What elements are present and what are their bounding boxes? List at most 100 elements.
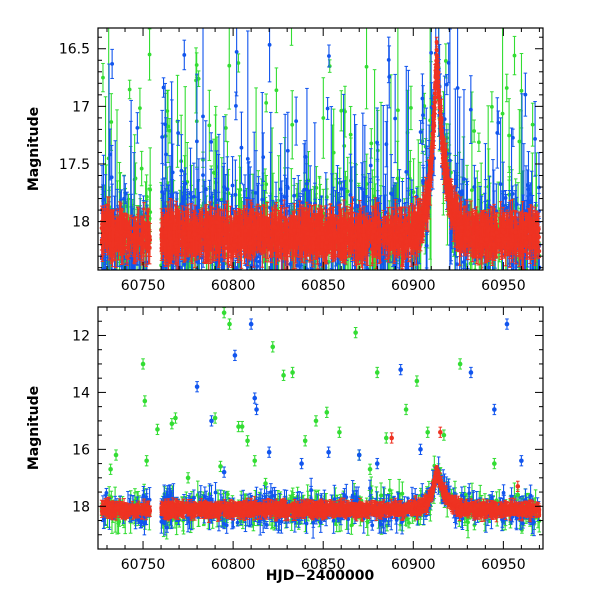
green-data-point — [512, 35, 517, 76]
green-outlier-data-point — [227, 318, 232, 330]
green-data-point — [517, 109, 522, 174]
green-data-point — [443, 43, 448, 79]
blue-data-point — [234, 28, 239, 97]
x-tick-label: 60950 — [481, 278, 526, 294]
green-outlier-data-point — [239, 420, 245, 433]
green-data-point — [127, 79, 132, 100]
blue-outlier-data-point — [326, 446, 331, 458]
blue-data-point — [393, 73, 398, 164]
green-outlier-data-point — [457, 358, 463, 370]
green-data-point — [472, 119, 477, 143]
green-outlier-data-point — [185, 472, 191, 484]
blue-data-point — [225, 262, 230, 270]
x-tick-label: 60800 — [211, 278, 256, 294]
blue-outlier-data-point — [356, 449, 362, 461]
blue-outlier-data-point — [299, 457, 304, 470]
green-outlier-data-point — [403, 403, 409, 416]
blue-data-point — [182, 39, 187, 71]
blue-outlier-data-point — [418, 443, 423, 455]
green-data-point — [364, 28, 369, 110]
blue-data-point — [375, 107, 380, 178]
blue-outlier-data-point — [221, 466, 227, 478]
blue-outlier-data-point — [252, 392, 258, 404]
blue-data-point — [325, 97, 330, 120]
green-data-point — [489, 91, 494, 123]
green-outlier-data-point — [302, 435, 308, 447]
green-outlier-data-point — [142, 395, 148, 407]
green-outlier-data-point — [169, 418, 175, 430]
green-data-point — [165, 271, 169, 319]
green-outlier-data-point — [324, 406, 330, 418]
green-data-point — [175, 74, 180, 168]
green-data-point — [194, 52, 199, 78]
green-data-point — [236, 53, 241, 73]
green-outlier-data-point — [425, 426, 430, 438]
green-data-point — [409, 85, 413, 131]
y-tick-label: 18 — [72, 215, 90, 231]
top-y-axis-label: Magnitude — [26, 107, 42, 191]
green-outlier-data-point — [281, 369, 286, 381]
blue-data-point — [135, 112, 140, 144]
green-data-point — [223, 114, 228, 142]
green-data-point — [264, 93, 269, 113]
blue-data-point — [327, 44, 331, 68]
green-outlier-data-point — [353, 326, 358, 339]
green-outlier-data-point — [374, 366, 380, 379]
green-outlier-data-point — [113, 449, 119, 461]
green-data-point — [507, 98, 511, 173]
blue-data-point — [432, 0, 436, 27]
green-data-point — [504, 73, 509, 103]
blue-outlier-data-point — [254, 403, 259, 416]
blue-data-point — [294, 96, 299, 146]
green-data-point — [327, 59, 332, 73]
green-data-point — [476, 132, 481, 152]
blue-data-point — [285, 111, 290, 190]
green-outlier-data-point — [155, 423, 160, 436]
green-data-point — [227, 28, 232, 110]
green-data-point — [289, 28, 294, 46]
x-tick-label: 60850 — [301, 278, 346, 294]
blue-outlier-data-point — [266, 446, 272, 458]
x-tick-label: 60900 — [391, 278, 436, 294]
blue-data-point — [523, 72, 528, 117]
green-data-point — [111, 281, 115, 295]
green-data-point — [530, 102, 535, 147]
green-outlier-data-point — [108, 463, 113, 475]
green-data-point — [274, 67, 279, 114]
green-data-point — [147, 28, 152, 81]
green-data-point — [500, 28, 505, 210]
green-outlier-data-point — [245, 435, 250, 447]
green-data-point — [290, 90, 295, 160]
green-outlier-data-point — [140, 358, 146, 370]
blue-outlier-data-point — [248, 318, 254, 330]
green-outlier-data-point — [173, 412, 178, 424]
green-data-point — [138, 87, 142, 129]
green-outlier-data-point — [367, 463, 373, 475]
top-plot-area — [99, 0, 542, 319]
green-data-point — [321, 77, 326, 159]
red-outlier-data-point — [389, 432, 394, 444]
green-outlier-data-point — [144, 455, 149, 467]
blue-data-point — [110, 48, 115, 79]
blue-data-point — [260, 91, 265, 270]
green-data-point — [139, 150, 144, 187]
blue-outlier-data-point — [232, 349, 238, 362]
blue-outlier-data-point — [194, 381, 200, 393]
green-outlier-data-point — [313, 415, 319, 427]
blue-data-point — [213, 482, 218, 504]
y-tick-label: 16.5 — [59, 42, 90, 58]
blue-outlier-data-point — [492, 403, 497, 416]
green-outlier-data-point — [337, 426, 342, 438]
green-data-point — [101, 62, 105, 93]
blue-outlier-data-point — [398, 364, 403, 376]
green-outlier-data-point — [290, 366, 295, 379]
green-outlier-data-point — [270, 341, 276, 353]
blue-data-point — [176, 120, 181, 146]
green-outlier-data-point — [383, 432, 389, 444]
blue-outlier-data-point — [468, 366, 474, 379]
blue-data-point — [267, 28, 272, 83]
green-outlier-data-point — [492, 457, 497, 470]
